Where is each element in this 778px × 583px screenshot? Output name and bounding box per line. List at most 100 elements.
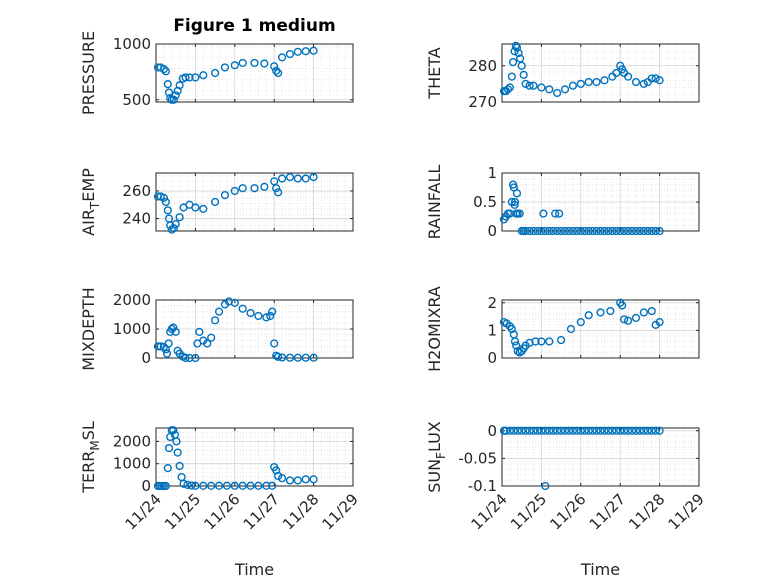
data-point	[169, 426, 178, 435]
data-point	[533, 426, 542, 435]
data-point	[537, 226, 546, 236]
y-tick-label: 1000	[113, 35, 151, 53]
data-point	[564, 426, 574, 435]
data-point	[250, 58, 259, 68]
data-point	[277, 174, 287, 183]
data-point	[545, 337, 554, 346]
data-point	[214, 481, 224, 490]
y-tick-label: 0.5	[473, 193, 497, 211]
data-point	[647, 226, 656, 236]
y-tick-label: 1	[487, 321, 497, 339]
data-point	[572, 226, 581, 236]
data-point	[537, 426, 546, 435]
data-point	[533, 226, 542, 236]
data-point	[643, 426, 652, 435]
data-point	[171, 91, 180, 100]
data-point	[230, 61, 239, 70]
data-point	[608, 426, 617, 435]
data-point	[576, 318, 585, 327]
data-point	[564, 226, 574, 236]
data-point	[270, 62, 279, 71]
data-point	[584, 311, 593, 320]
data-point	[309, 46, 318, 55]
data-point	[529, 81, 538, 90]
data-point	[620, 226, 629, 236]
y-tick-label: 1000	[113, 455, 151, 473]
y-tick-label: 0	[141, 477, 151, 495]
data-point	[163, 464, 172, 473]
data-point	[541, 226, 550, 236]
data-point	[631, 313, 641, 323]
data-point	[525, 81, 534, 90]
data-point	[551, 209, 560, 218]
data-point	[268, 481, 277, 490]
data-point	[505, 83, 514, 92]
y-tick-label: 270	[468, 93, 497, 111]
y-axis-label: PRESSURE	[79, 31, 98, 115]
data-point	[647, 426, 656, 435]
data-point	[277, 353, 287, 362]
x-tick-label: 11/26	[200, 490, 243, 533]
data-point	[195, 327, 204, 337]
data-point	[301, 353, 310, 362]
plot-area	[502, 44, 699, 102]
axes-box	[501, 43, 700, 103]
data-point	[222, 481, 232, 490]
data-point	[560, 426, 570, 435]
y-axis-label: SUNFLUX	[425, 421, 448, 493]
subplot-2	[499, 41, 700, 103]
y-axis-label: MIXDEPTH	[79, 287, 98, 370]
x-tick-label: 11/28	[279, 490, 322, 533]
data-point	[568, 226, 578, 236]
data-point	[515, 209, 524, 218]
data-point	[260, 59, 269, 68]
data-point	[199, 481, 208, 490]
data-point	[556, 335, 566, 345]
data-point	[187, 481, 196, 490]
data-point	[277, 474, 287, 483]
data-point	[211, 197, 220, 207]
data-point	[238, 58, 247, 68]
data-point	[181, 73, 190, 82]
data-point	[647, 74, 656, 83]
data-point	[191, 203, 200, 212]
data-point	[627, 226, 637, 236]
data-point	[274, 352, 283, 361]
data-point	[254, 481, 263, 490]
data-point	[510, 197, 520, 207]
data-point	[517, 426, 526, 435]
data-point	[175, 461, 184, 471]
data-point	[545, 426, 554, 435]
data-point	[584, 426, 593, 435]
data-point	[606, 306, 615, 316]
data-point	[512, 341, 521, 350]
data-point	[260, 182, 269, 191]
data-point	[623, 316, 633, 325]
data-point	[643, 226, 652, 236]
y-tick-label: -0.05	[458, 449, 497, 467]
data-point	[537, 83, 546, 92]
data-point	[293, 476, 302, 485]
subplot-3	[153, 172, 354, 234]
data-point	[164, 443, 174, 453]
data-point	[584, 226, 593, 236]
data-point	[635, 226, 645, 236]
data-point	[531, 337, 540, 346]
subplot-8	[499, 426, 700, 491]
data-point	[521, 426, 530, 435]
data-point	[272, 66, 281, 75]
data-point	[608, 226, 617, 236]
data-point	[627, 426, 637, 435]
data-point	[191, 353, 200, 363]
data-point	[566, 324, 576, 334]
data-point	[162, 349, 172, 358]
data-point	[576, 79, 585, 88]
data-point	[639, 79, 648, 88]
plot-area	[156, 428, 353, 486]
data-point	[171, 327, 180, 337]
data-point	[238, 481, 247, 490]
data-point	[620, 426, 629, 435]
data-point	[576, 226, 585, 236]
y-tick-label: 280	[468, 57, 497, 75]
data-point	[172, 437, 181, 446]
